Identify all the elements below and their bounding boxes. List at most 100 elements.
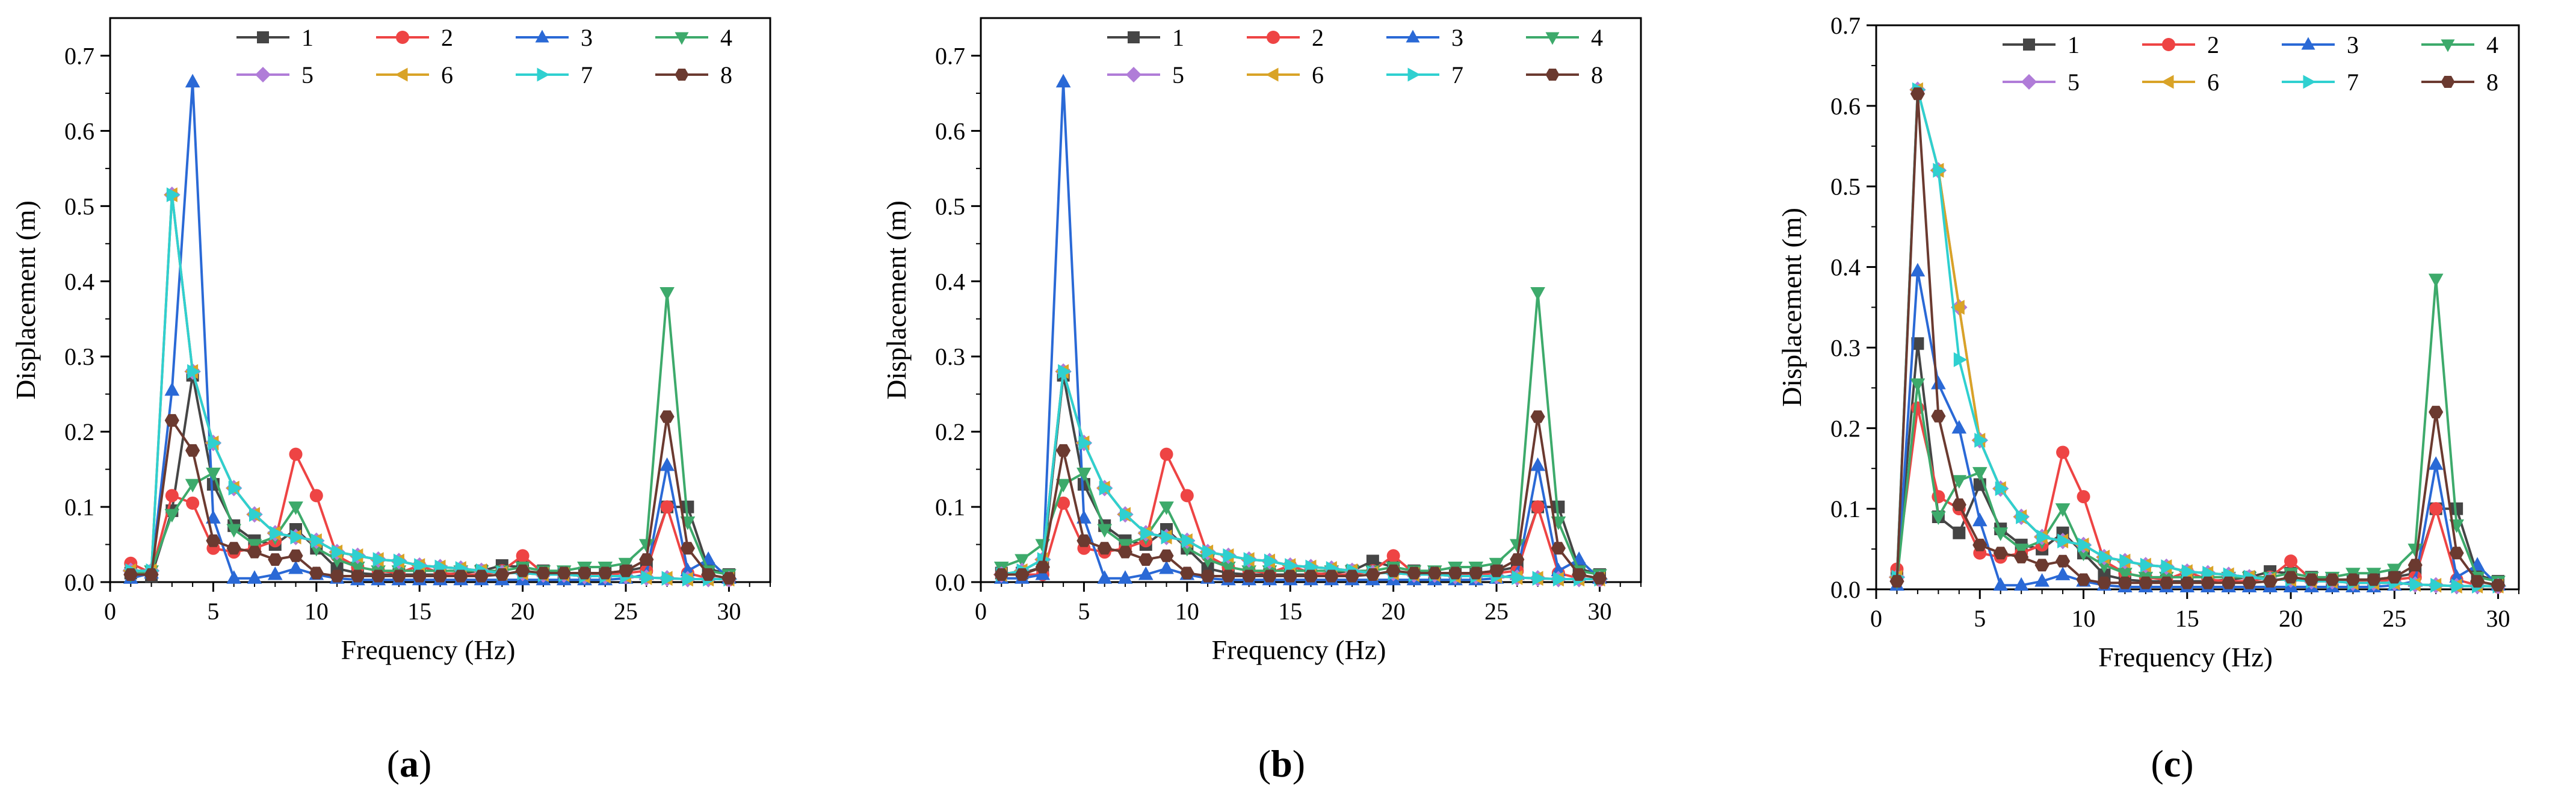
- data-point-series-4: [1055, 479, 1071, 493]
- x-tick-label: 25: [614, 598, 638, 625]
- data-point-series-8: [1386, 564, 1401, 577]
- data-point-series-2: [660, 500, 674, 514]
- data-point-series-8: [1221, 569, 1236, 583]
- data-point-series-7: [1161, 529, 1175, 545]
- x-tick-label: 30: [1587, 598, 1611, 625]
- data-point-series-8: [2242, 576, 2257, 589]
- data-point-series-8: [2429, 406, 2444, 418]
- data-point-series-7: [2430, 577, 2444, 593]
- data-point-series-8: [2056, 554, 2071, 568]
- series-line-8: [1895, 93, 2498, 587]
- legend-marker-7: [537, 67, 550, 82]
- legend-label-5: 5: [301, 61, 314, 88]
- data-point-series-8: [2034, 559, 2049, 572]
- data-point-series-7: [2409, 577, 2424, 592]
- data-point-series-8: [639, 553, 654, 566]
- data-point-series-8: [515, 564, 530, 577]
- series-line-7: [1001, 371, 1600, 580]
- data-point-series-4: [1530, 287, 1545, 301]
- data-point-series-3: [1993, 577, 2009, 591]
- x-tick-label: 20: [1382, 598, 1406, 625]
- legend-label-8: 8: [720, 61, 732, 88]
- data-point-series-8: [1200, 569, 1215, 583]
- data-point-series-8: [288, 549, 303, 562]
- data-point-series-7: [352, 548, 366, 563]
- data-point-series-8: [994, 568, 1009, 581]
- data-point-series-8: [721, 572, 737, 585]
- data-point-series-8: [1365, 568, 1380, 581]
- data-point-series-8: [2221, 576, 2236, 589]
- y-tick-label: 0.0: [64, 569, 94, 596]
- data-point-series-8: [2201, 576, 2216, 589]
- legend-label-7: 7: [2347, 69, 2359, 96]
- data-point-series-4: [185, 479, 200, 493]
- x-tick-label: 30: [2486, 605, 2510, 632]
- data-point-series-2: [186, 496, 200, 510]
- legend-label-7: 7: [581, 61, 593, 88]
- data-point-series-7: [1243, 552, 1258, 567]
- y-tick-label: 0.4: [1830, 254, 1861, 281]
- data-point-series-7: [1140, 526, 1154, 541]
- data-point-series-8: [2179, 576, 2195, 589]
- legend-marker-3: [535, 29, 549, 43]
- x-tick-label: 25: [1484, 598, 1509, 625]
- data-point-series-3: [226, 570, 242, 584]
- y-tick-label: 0.3: [1830, 334, 1861, 361]
- data-point-series-2: [2056, 445, 2070, 459]
- y-axis-label: Displacement (m): [881, 200, 912, 400]
- y-tick-label: 0.2: [64, 418, 94, 445]
- data-point-series-8: [659, 410, 675, 423]
- data-point-series-3: [2428, 456, 2444, 470]
- x-tick-label: 20: [511, 598, 535, 625]
- data-point-series-2: [1180, 489, 1194, 503]
- legend-label-4: 4: [1591, 24, 1603, 51]
- data-point-series-2: [2429, 502, 2443, 516]
- data-point-series-3: [2034, 573, 2049, 587]
- data-point-series-4: [2386, 563, 2402, 578]
- data-point-series-3: [2013, 577, 2029, 591]
- data-point-series-8: [2449, 547, 2464, 560]
- x-tick-label: 25: [2382, 605, 2406, 632]
- y-axis-label: Displacement (m): [10, 200, 41, 400]
- data-point-series-3: [1972, 512, 1988, 527]
- data-point-series-3: [2055, 566, 2071, 580]
- data-point-series-8: [1076, 534, 1092, 547]
- legend-label-7: 7: [1451, 61, 1463, 88]
- x-tick-label: 15: [1278, 598, 1302, 625]
- x-axis-label: Frequency (Hz): [1212, 634, 1386, 665]
- data-point-series-3: [1035, 566, 1051, 580]
- legend-marker-8: [2441, 76, 2455, 88]
- data-point-series-8: [144, 568, 159, 581]
- data-point-series-8: [680, 542, 695, 555]
- data-point-series-7: [682, 571, 696, 587]
- y-tick-label: 0.1: [1830, 495, 1861, 523]
- data-point-series-7: [310, 533, 325, 548]
- data-point-series-8: [2096, 576, 2112, 589]
- panel-label: (b): [1258, 742, 1305, 785]
- data-point-series-8: [1592, 572, 1607, 585]
- data-point-series-7: [1285, 558, 1299, 573]
- data-point-series-3: [1055, 73, 1071, 88]
- series-line-5: [1001, 371, 1600, 580]
- data-point-series-8: [1262, 569, 1277, 583]
- data-point-series-4: [2428, 273, 2444, 288]
- y-tick-label: 0.5: [935, 193, 965, 220]
- legend-label-3: 3: [1451, 24, 1463, 51]
- data-point-series-8: [1345, 569, 1360, 583]
- data-point-series-4: [1097, 524, 1113, 538]
- legend-label-2: 2: [2207, 31, 2219, 58]
- data-point-series-7: [2140, 557, 2154, 573]
- legend-label-6: 6: [2207, 69, 2219, 96]
- legend-label-2: 2: [1312, 24, 1324, 51]
- data-point-series-7: [1264, 553, 1278, 569]
- data-point-series-4: [2013, 544, 2029, 557]
- legend-marker-4: [2441, 39, 2455, 52]
- data-point-series-8: [453, 569, 468, 583]
- legend-label-1: 1: [2068, 31, 2080, 58]
- data-point-series-8: [1889, 575, 1904, 588]
- data-point-series-7: [393, 553, 407, 569]
- data-point-series-8: [474, 569, 489, 583]
- y-tick-label: 0.1: [64, 494, 94, 521]
- data-point-series-8: [1993, 547, 2008, 560]
- x-axis-label: Frequency (Hz): [2098, 642, 2273, 672]
